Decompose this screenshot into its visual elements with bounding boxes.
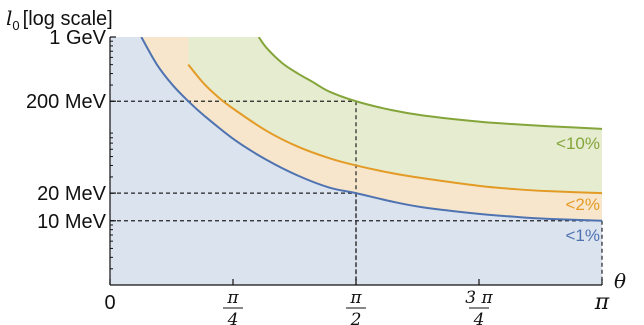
series-label: <1% xyxy=(566,226,601,245)
curve-layer xyxy=(140,37,602,222)
x-tick-label: π2 xyxy=(346,288,367,325)
x-tick-label-num: π xyxy=(349,288,362,308)
x-tick-label-den: 4 xyxy=(227,310,239,325)
x-tick-label: π xyxy=(594,290,610,315)
x-tick-label-num: π xyxy=(226,288,239,308)
y-tick-label: 10 MeV xyxy=(37,211,107,233)
x-tick-label-num: 3 π xyxy=(465,288,493,308)
x-tick-label-den: 2 xyxy=(350,310,362,325)
curve-1pct xyxy=(140,37,602,222)
x-tick-label: 0 xyxy=(104,292,115,314)
y-tick-label: 200 MeV xyxy=(26,91,107,113)
x-tick-label-den: 4 xyxy=(473,310,485,325)
y-tick-label: 1 GeV xyxy=(49,27,106,49)
curve-2pct xyxy=(187,64,602,195)
x-axis-title: θ xyxy=(614,269,626,293)
region-fill-above xyxy=(258,37,602,129)
fill-layer xyxy=(110,37,602,285)
curve-10pct xyxy=(257,37,602,130)
axes xyxy=(109,36,603,286)
series-label: <10% xyxy=(556,134,600,153)
y-axis-title: l0 [log scale] xyxy=(6,6,113,33)
x-tick-label: π4 xyxy=(223,288,244,325)
y-tick-label: 20 MeV xyxy=(37,183,107,205)
series-label: <2% xyxy=(566,195,601,214)
x-tick-label: 3 π4 xyxy=(465,288,493,325)
